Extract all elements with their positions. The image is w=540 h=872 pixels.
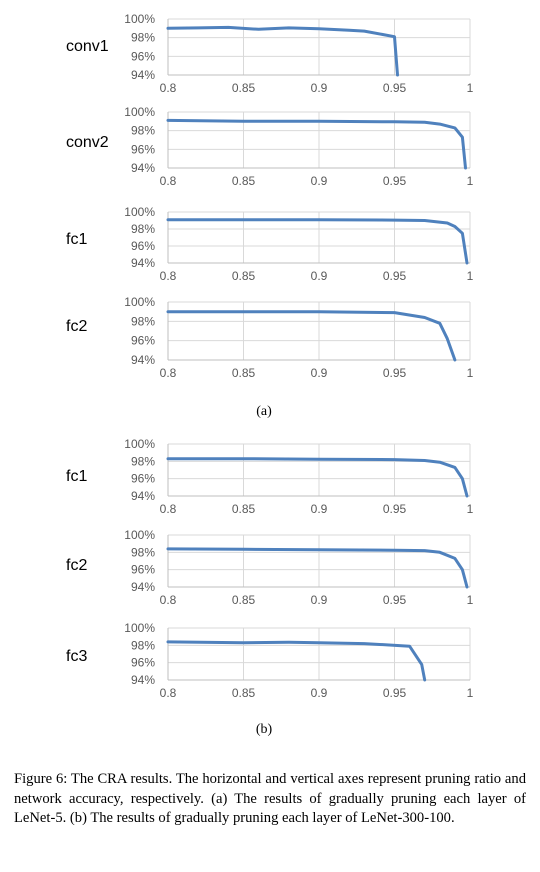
x-tick-label: 0.95 xyxy=(383,174,407,188)
y-tick-label: 98% xyxy=(131,545,155,559)
x-tick-label: 0.95 xyxy=(383,686,407,700)
x-tick-label: 1 xyxy=(467,81,474,95)
x-tick-label: 0.8 xyxy=(160,366,177,380)
x-tick-label: 0.95 xyxy=(383,81,407,95)
x-tick-label: 0.8 xyxy=(160,81,177,95)
x-tick-label: 1 xyxy=(467,269,474,283)
x-tick-label: 0.95 xyxy=(383,593,407,607)
x-tick-label: 1 xyxy=(467,502,474,516)
layer-label: fc1 xyxy=(66,231,87,248)
subcaption: (a) xyxy=(256,404,272,419)
chart-6: 100% 98% 96% 94% 0.8 0.85 0.9 0.95 1 fc3 xyxy=(66,621,474,700)
y-tick-label: 96% xyxy=(131,334,155,348)
y-tick-label: 100% xyxy=(124,437,155,451)
y-tick-label: 98% xyxy=(131,124,155,138)
chart-5: 100% 98% 96% 94% 0.8 0.85 0.9 0.95 1 fc2 xyxy=(66,528,474,607)
x-tick-label: 0.9 xyxy=(311,686,328,700)
y-tick-label: 94% xyxy=(131,580,155,594)
x-tick-label: 0.85 xyxy=(232,81,256,95)
x-tick-label: 0.95 xyxy=(383,502,407,516)
layer-label: fc3 xyxy=(66,648,87,665)
y-tick-label: 96% xyxy=(131,49,155,63)
y-tick-label: 96% xyxy=(131,239,155,253)
y-tick-label: 100% xyxy=(124,205,155,219)
y-tick-label: 98% xyxy=(131,31,155,45)
y-tick-label: 100% xyxy=(124,528,155,542)
y-tick-label: 98% xyxy=(131,638,155,652)
x-tick-label: 0.8 xyxy=(160,502,177,516)
x-tick-label: 0.9 xyxy=(311,593,328,607)
y-tick-label: 96% xyxy=(131,142,155,156)
x-tick-label: 1 xyxy=(467,686,474,700)
subcaption: (b) xyxy=(256,722,273,737)
y-tick-label: 94% xyxy=(131,68,155,82)
x-tick-label: 0.9 xyxy=(311,81,328,95)
x-tick-label: 0.85 xyxy=(232,686,256,700)
chart-0: 100% 98% 96% 94% 0.8 0.85 0.9 0.95 1 conv1 xyxy=(66,12,474,95)
x-tick-label: 1 xyxy=(467,174,474,188)
series-line xyxy=(166,457,469,498)
y-tick-label: 98% xyxy=(131,454,155,468)
y-tick-label: 96% xyxy=(131,563,155,577)
x-tick-label: 1 xyxy=(467,366,474,380)
layer-label: conv1 xyxy=(66,38,109,55)
figure-caption: Figure 6: The CRA results. The horizonta… xyxy=(14,771,526,826)
chart-1: 100% 98% 96% 94% 0.8 0.85 0.9 0.95 1 conv2 xyxy=(66,105,474,188)
x-tick-label: 0.95 xyxy=(383,269,407,283)
chart-3: 100% 98% 96% 94% 0.8 0.85 0.9 0.95 1 fc2 xyxy=(66,295,474,380)
layer-label: fc1 xyxy=(66,468,87,485)
x-tick-label: 0.9 xyxy=(311,269,328,283)
y-tick-label: 94% xyxy=(131,673,155,687)
x-tick-label: 0.85 xyxy=(232,174,256,188)
chart-2: 100% 98% 96% 94% 0.8 0.85 0.9 0.95 1 fc1 xyxy=(66,205,474,283)
layer-label: fc2 xyxy=(66,557,87,574)
y-tick-label: 96% xyxy=(131,472,155,486)
series-line xyxy=(166,218,469,265)
series-line xyxy=(166,118,467,170)
series-line xyxy=(166,310,457,362)
y-tick-label: 98% xyxy=(131,222,155,236)
series-line xyxy=(166,640,427,682)
y-tick-label: 94% xyxy=(131,489,155,503)
y-tick-label: 100% xyxy=(124,295,155,309)
y-tick-label: 98% xyxy=(131,314,155,328)
x-tick-label: 0.85 xyxy=(232,502,256,516)
series-line xyxy=(166,547,469,589)
layer-label: conv2 xyxy=(66,134,109,151)
chart-4: 100% 98% 96% 94% 0.8 0.85 0.9 0.95 1 fc1 xyxy=(66,437,474,516)
x-tick-label: 0.9 xyxy=(311,502,328,516)
figure: 100% 98% 96% 94% 0.8 0.85 0.9 0.95 1 conv1 100% 98%… xyxy=(66,12,474,737)
x-tick-label: 0.85 xyxy=(232,593,256,607)
series-line xyxy=(166,25,399,77)
y-tick-label: 100% xyxy=(124,12,155,26)
x-tick-label: 0.85 xyxy=(232,366,256,380)
x-tick-label: 0.8 xyxy=(160,686,177,700)
y-tick-label: 94% xyxy=(131,256,155,270)
x-tick-label: 0.85 xyxy=(232,269,256,283)
x-tick-label: 0.8 xyxy=(160,174,177,188)
y-tick-label: 100% xyxy=(124,621,155,635)
x-tick-label: 0.8 xyxy=(160,593,177,607)
y-tick-label: 94% xyxy=(131,353,155,367)
x-tick-label: 0.9 xyxy=(311,174,328,188)
y-tick-label: 96% xyxy=(131,656,155,670)
x-tick-label: 1 xyxy=(467,593,474,607)
x-tick-label: 0.95 xyxy=(383,366,407,380)
layer-label: fc2 xyxy=(66,318,87,335)
x-tick-label: 0.9 xyxy=(311,366,328,380)
y-tick-label: 100% xyxy=(124,105,155,119)
y-tick-label: 94% xyxy=(131,161,155,175)
x-tick-label: 0.8 xyxy=(160,269,177,283)
